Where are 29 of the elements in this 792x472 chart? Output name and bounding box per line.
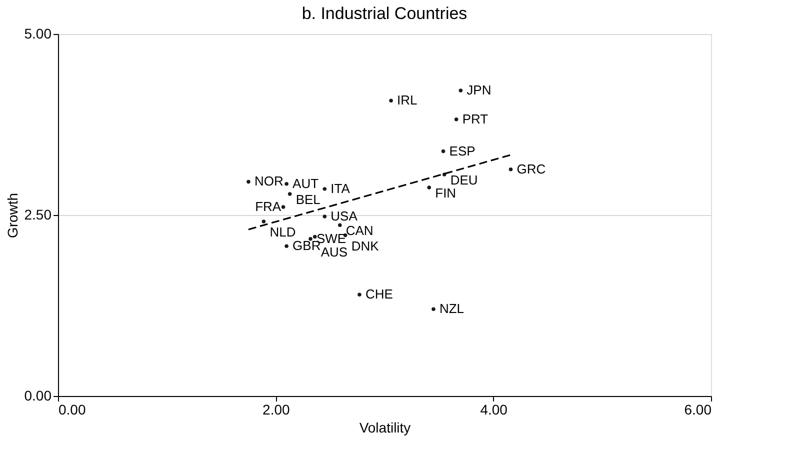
data-label: PRT (462, 111, 488, 126)
data-label: NZL (439, 301, 464, 316)
data-label: CAN (346, 223, 374, 238)
data-label: BEL (296, 192, 320, 208)
data-label: NOR (254, 174, 284, 189)
y-tick-label: 0.00 (24, 388, 52, 404)
x-tick-label: 6.00 (684, 402, 712, 418)
data-label: FRA (255, 199, 282, 214)
data-label: AUS (320, 244, 348, 260)
x-tick-label: 2.00 (262, 402, 290, 418)
chart-title: b. Industrial Countries (302, 4, 468, 23)
data-label: FIN (435, 185, 456, 200)
x-tick-label: 0.00 (58, 402, 86, 418)
data-label: GRC (516, 161, 546, 176)
data-label: NLD (270, 224, 296, 240)
y-tick-label: 2.50 (24, 206, 52, 222)
data-label: AUT (292, 176, 319, 191)
x-axis-title: Volatility (359, 420, 411, 436)
data-label: ESP (449, 143, 476, 158)
y-tick-label: 5.00 (24, 26, 52, 42)
data-label: CHE (365, 286, 394, 302)
x-tick-label: 4.00 (480, 402, 508, 418)
data-label: ITA (330, 180, 350, 196)
data-label: DEU (450, 172, 478, 188)
data-label: DNK (351, 238, 380, 254)
data-label: IRL (397, 92, 418, 108)
data-label: USA (330, 208, 358, 224)
data-label: JPN (466, 82, 492, 98)
y-axis-title: Growth (4, 192, 20, 238)
